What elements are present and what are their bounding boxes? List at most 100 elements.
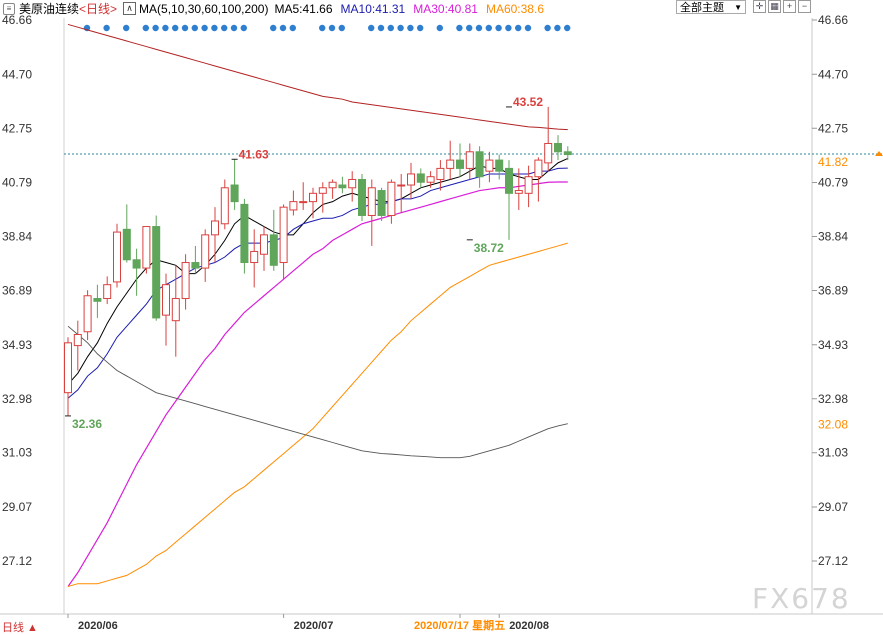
zoom-out-icon[interactable]: − xyxy=(798,0,811,13)
candle-body xyxy=(309,192,317,203)
event-dot xyxy=(328,24,336,32)
candle xyxy=(505,160,513,240)
candle xyxy=(485,151,494,183)
y-tick-label: 31.03 xyxy=(818,446,848,460)
candle-body xyxy=(269,234,278,266)
candle-body xyxy=(250,250,259,264)
candle-body xyxy=(456,159,464,169)
candle-body xyxy=(299,201,308,204)
ma5-value: MA5:41.66 xyxy=(274,1,333,16)
zoom-in-icon[interactable]: + xyxy=(783,0,796,13)
candle-body xyxy=(505,167,513,194)
event-dot xyxy=(172,24,179,32)
event-dot xyxy=(554,24,561,32)
y-tick-label-left: 46.66 xyxy=(2,13,32,27)
current-price-box xyxy=(814,155,882,170)
candle xyxy=(377,187,386,222)
candle-body xyxy=(416,173,425,183)
ma10-line xyxy=(67,167,568,399)
candle xyxy=(103,276,112,305)
price-marker-icon xyxy=(875,151,883,157)
candle-body xyxy=(367,187,376,216)
event-dot xyxy=(201,24,208,32)
event-dot xyxy=(162,24,169,32)
moving-average-lines xyxy=(67,23,569,587)
y-tick-label: 42.75 xyxy=(818,121,848,135)
candle xyxy=(446,140,455,180)
event-dot xyxy=(515,24,522,32)
event-dot xyxy=(387,24,394,32)
extreme-label: 43.52 xyxy=(513,95,543,109)
y-tick-label-left: 31.03 xyxy=(2,446,32,460)
y-tick-label-left: 32.98 xyxy=(2,392,32,406)
candle-body xyxy=(220,187,229,225)
period-footer-text: 日线 xyxy=(2,622,24,634)
candle xyxy=(279,204,288,280)
x-tick-label: 2020/08 xyxy=(509,620,549,632)
y-tick-label: 34.93 xyxy=(818,338,848,352)
event-dot xyxy=(417,24,424,32)
event-dot xyxy=(368,24,375,32)
extreme-label: 38.72 xyxy=(474,241,504,255)
event-dot xyxy=(456,24,463,32)
candle xyxy=(181,254,190,310)
y-tick-label-left: 44.70 xyxy=(2,67,32,81)
candle-body xyxy=(93,298,102,302)
y-tick-label-left: 34.93 xyxy=(2,338,32,352)
high-low-annotations: 32.36 41.63 38.72 43.52 xyxy=(65,95,543,431)
candle-body xyxy=(426,176,435,183)
ma-axis-box xyxy=(814,416,882,431)
theme-dropdown[interactable]: 全部主题 ▼ xyxy=(676,0,746,14)
candle-body xyxy=(240,203,249,264)
watermark: FX678 xyxy=(752,582,851,615)
ma30-line xyxy=(67,181,568,587)
ma10-value: MA10:41.31 xyxy=(340,1,406,16)
candle xyxy=(122,204,131,263)
y-tick-label: 40.79 xyxy=(818,176,848,190)
y-tick-label: 27.12 xyxy=(818,554,848,568)
y-tick-label-left: 42.75 xyxy=(2,121,32,135)
x-tick-label: 2020/07 xyxy=(294,620,334,632)
candle-body xyxy=(397,184,406,187)
candle-body xyxy=(338,184,347,189)
candle xyxy=(64,337,72,416)
candle xyxy=(162,273,170,346)
event-dot xyxy=(123,24,130,32)
period-label[interactable]: <日线> xyxy=(79,2,118,16)
y-tick-label: 38.84 xyxy=(818,230,848,244)
candle xyxy=(73,320,82,371)
event-dot xyxy=(270,24,277,32)
crosshair-icon[interactable]: ✛ xyxy=(753,0,766,13)
candle xyxy=(152,215,161,321)
candle-body xyxy=(554,142,562,153)
candle xyxy=(426,171,435,188)
y-tick-label-left: 27.12 xyxy=(2,554,32,568)
candle xyxy=(397,173,406,213)
candle-body xyxy=(465,151,474,169)
period-footer-label[interactable]: 日线 ▲ xyxy=(2,622,38,634)
event-dot xyxy=(407,24,414,32)
candle-body xyxy=(318,187,327,194)
candle-body xyxy=(181,262,190,300)
price-axis: 46.66 46.66 44.70 44.70 42.75 42.75 40.79 40.79… xyxy=(2,13,883,568)
candle-body xyxy=(289,201,298,211)
x-tick-label: 2020/06 xyxy=(78,620,118,632)
candle-body xyxy=(191,262,200,269)
symbol-name: 美原油连续 xyxy=(19,2,80,16)
event-dot xyxy=(485,24,492,32)
event-dot xyxy=(221,24,228,32)
menu-icon[interactable]: ≡ xyxy=(3,2,15,15)
candle xyxy=(289,190,298,216)
event-dot xyxy=(103,24,110,32)
candle-body xyxy=(142,226,151,269)
candle xyxy=(250,229,259,288)
candle-body xyxy=(279,206,288,264)
candle-body xyxy=(348,178,357,189)
candle xyxy=(220,179,229,230)
fit-screen-icon[interactable]: ▦ xyxy=(768,0,781,13)
candle-body xyxy=(328,181,337,189)
candle xyxy=(407,162,415,199)
candle xyxy=(309,187,317,219)
ma-chart-icon[interactable]: ∧ xyxy=(123,2,137,15)
